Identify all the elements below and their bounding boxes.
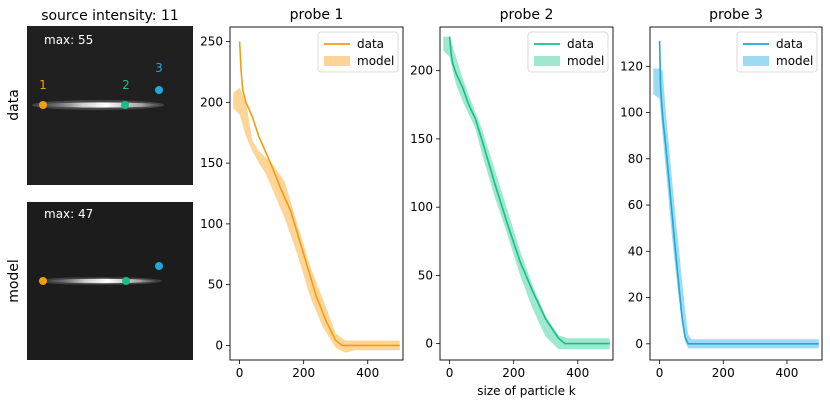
left-title: source intensity: 11	[41, 8, 179, 24]
image-data: max: 55 1 2 3	[27, 26, 193, 185]
y-tick-label: 80	[628, 152, 643, 166]
chart-probe-3: 0 200 400 0 20 40 60 80 100 120 probe 3 data model	[620, 7, 823, 380]
legend-label-model: model	[357, 54, 394, 68]
y-tick-label: 20	[628, 291, 643, 305]
y-tick-label: 60	[628, 198, 643, 212]
plot-area	[443, 36, 610, 350]
y-tick-label: 150	[200, 156, 223, 170]
legend-swatch-model	[534, 56, 560, 66]
x-tick-label: 200	[292, 366, 315, 380]
chart-title: probe 2	[500, 7, 554, 23]
x-tick-label: 0	[446, 366, 454, 380]
chart-title: probe 3	[709, 7, 763, 23]
probe-3-marker-model	[155, 262, 163, 270]
plot-frame	[439, 26, 614, 361]
y-tick-label: 0	[635, 337, 643, 351]
model-band	[233, 87, 400, 353]
image-data-max-label: max: 55	[44, 33, 93, 47]
probe-2-marker-data	[121, 101, 129, 109]
chart-probe-1: 0 200 400 0 50 100 150 200 250 probe 1 data model	[200, 7, 404, 380]
legend-swatch-model	[743, 56, 769, 66]
y-tick-label: 200	[410, 64, 433, 78]
row-label-model: model	[6, 259, 22, 303]
plot-frame	[229, 26, 404, 361]
probe-2-marker-model	[122, 277, 130, 285]
x-tick-label: 200	[712, 366, 735, 380]
y-tick-label: 100	[620, 106, 643, 120]
plot-frame	[649, 26, 823, 361]
probe-1-marker-data	[39, 101, 47, 109]
y-tick-label: 50	[208, 278, 223, 292]
model-band	[443, 36, 610, 350]
chart-probe-2: 0 200 400 0 50 100 150 200 probe 2 size of partic…	[410, 7, 614, 398]
legend-label-data: data	[567, 37, 594, 51]
chart-title: probe 1	[290, 7, 344, 23]
y-tick-label: 50	[418, 268, 433, 282]
model-band	[653, 68, 819, 349]
probe-1-label: 1	[39, 78, 47, 92]
probe-2-label: 2	[122, 78, 130, 92]
y-tick-label: 120	[620, 59, 643, 73]
image-model: max: 47	[27, 202, 193, 360]
y-tick-label: 150	[410, 132, 433, 146]
legend-swatch-model	[324, 56, 350, 66]
image-model-streak	[48, 278, 156, 284]
legend-label-data: data	[357, 37, 384, 51]
y-tick-label: 40	[628, 244, 643, 258]
x-tick-label: 0	[236, 366, 244, 380]
x-tick-label: 400	[776, 366, 799, 380]
x-axis-label: size of particle k	[477, 384, 576, 398]
legend-label-data: data	[776, 37, 803, 51]
data-line	[238, 41, 400, 347]
image-data-streak	[40, 102, 160, 108]
data-line	[448, 36, 610, 345]
plot-area	[653, 40, 819, 349]
x-tick-label: 200	[502, 366, 525, 380]
data-line	[658, 40, 819, 345]
probe-1-marker-model	[39, 277, 47, 285]
y-tick-label: 100	[410, 200, 433, 214]
x-tick-label: 400	[356, 366, 379, 380]
legend-label-model: model	[776, 54, 813, 68]
y-tick-label: 200	[200, 95, 223, 109]
probe-3-label: 3	[155, 61, 163, 75]
legend-label-model: model	[567, 54, 604, 68]
y-tick-label: 0	[215, 338, 223, 352]
x-tick-label: 0	[656, 366, 664, 380]
y-tick-label: 250	[200, 35, 223, 49]
plot-area	[233, 41, 400, 353]
x-tick-label: 400	[566, 366, 589, 380]
y-tick-label: 100	[200, 217, 223, 231]
y-tick-label: 0	[425, 337, 433, 351]
row-label-data: data	[6, 89, 22, 121]
image-model-max-label: max: 47	[44, 207, 93, 221]
probe-3-marker-data	[155, 86, 163, 94]
